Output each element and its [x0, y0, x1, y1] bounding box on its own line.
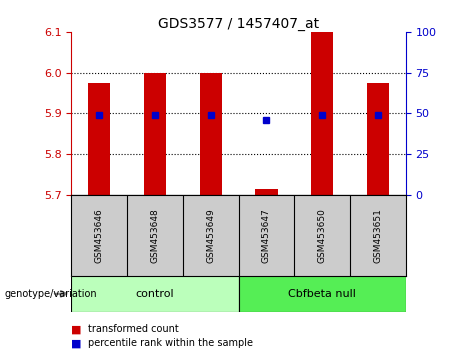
- Text: genotype/variation: genotype/variation: [5, 289, 97, 299]
- Bar: [71, 276, 239, 312]
- Text: GSM453648: GSM453648: [150, 208, 160, 263]
- Title: GDS3577 / 1457407_at: GDS3577 / 1457407_at: [158, 17, 319, 31]
- Bar: [200, 73, 222, 195]
- Text: GSM453649: GSM453649: [206, 208, 215, 263]
- Text: percentile rank within the sample: percentile rank within the sample: [88, 338, 253, 348]
- Bar: [238, 276, 406, 312]
- Text: GSM453650: GSM453650: [318, 208, 327, 263]
- Text: GSM453651: GSM453651: [373, 208, 382, 263]
- Bar: [88, 83, 111, 195]
- Text: Cbfbeta null: Cbfbeta null: [288, 289, 356, 299]
- Text: ■: ■: [71, 338, 82, 348]
- Bar: [311, 32, 333, 195]
- Text: control: control: [136, 289, 174, 299]
- Bar: [255, 189, 278, 195]
- Bar: [144, 73, 166, 195]
- Text: GSM453646: GSM453646: [95, 208, 104, 263]
- Bar: [366, 83, 389, 195]
- Text: ■: ■: [71, 324, 82, 334]
- Text: GSM453647: GSM453647: [262, 208, 271, 263]
- Text: transformed count: transformed count: [88, 324, 178, 334]
